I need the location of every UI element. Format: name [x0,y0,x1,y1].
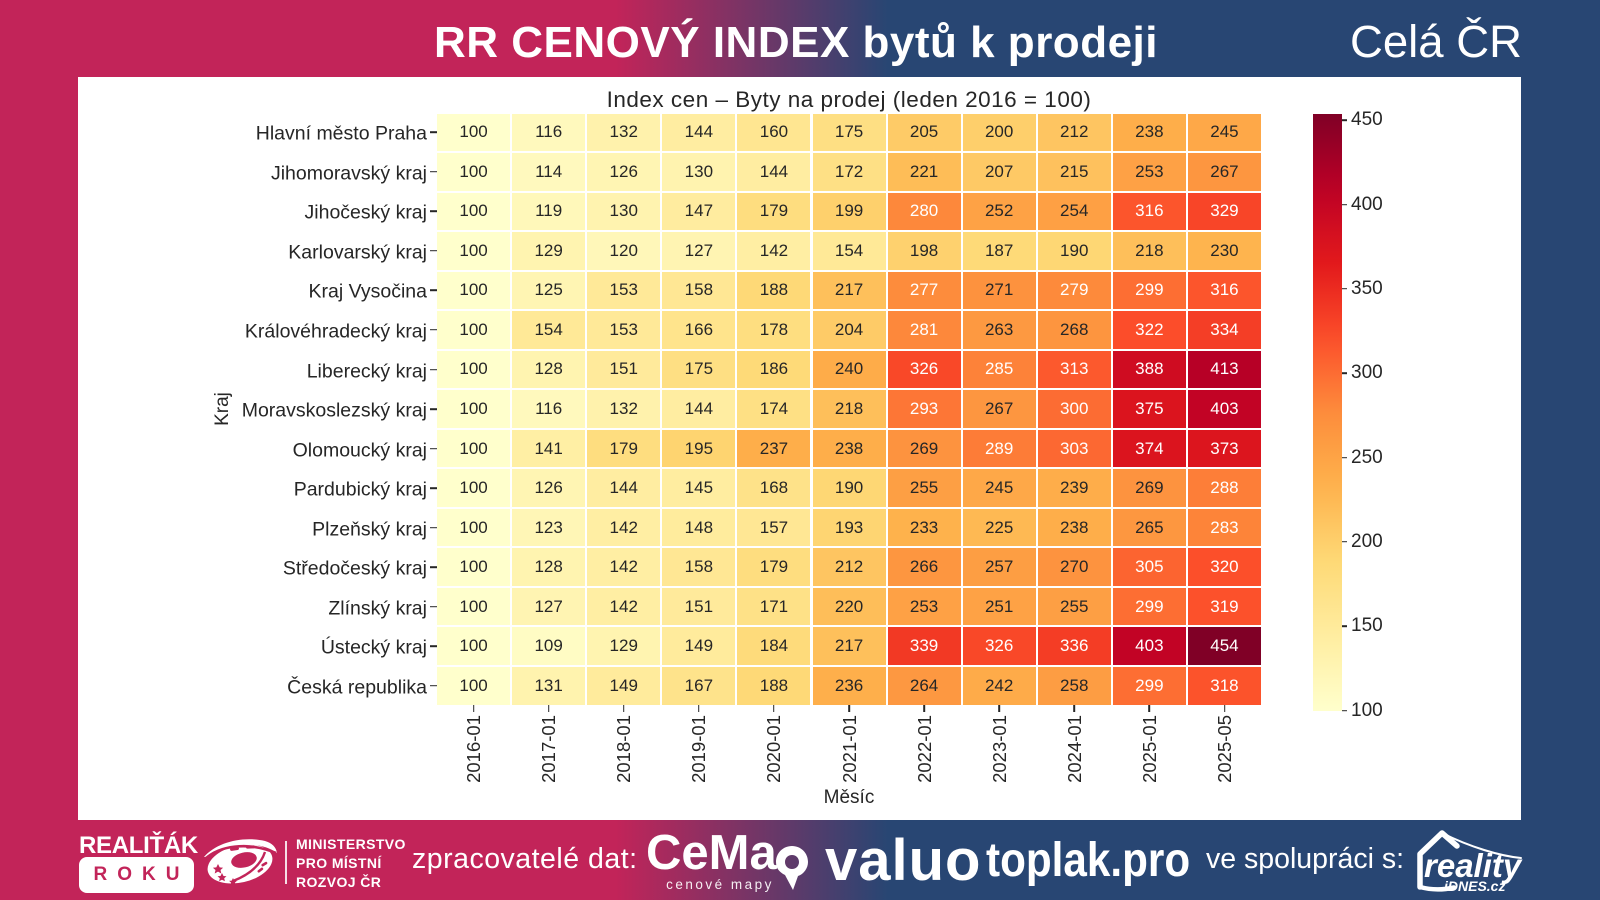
svg-text:reality: reality [1424,847,1523,884]
svg-text:iDNES.cz: iDNES.cz [1444,878,1505,894]
